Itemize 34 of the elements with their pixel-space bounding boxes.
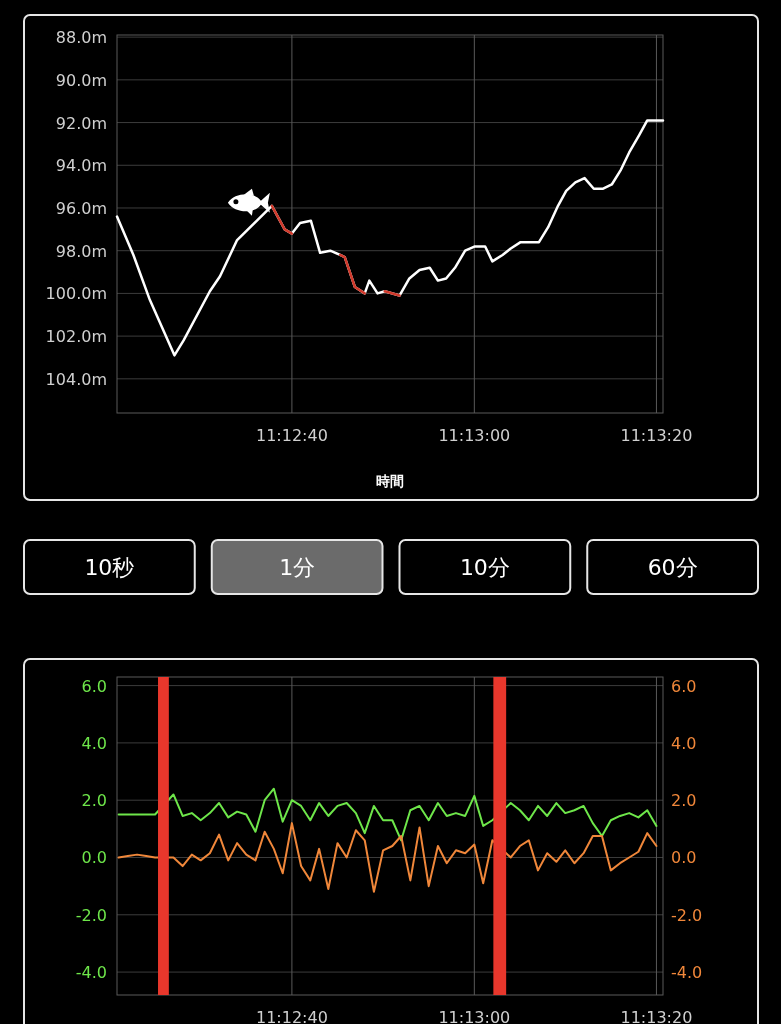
x-tick-label: 11:12:40 [255,426,328,445]
y-tick-label: 88.0m [55,28,107,48]
y-tick-label: 4.0 [81,733,107,753]
y-tick-label: 0.0 [81,848,107,868]
y-tick-label: 92.0m [55,113,107,133]
x-tick-label: 11:13:00 [438,1008,511,1024]
y-tick-label: -2.0 [75,905,107,925]
x-tick-label: 11:13:20 [620,426,693,445]
y-tick-label: 90.0m [55,70,107,90]
y-tick-label: 96.0m [55,198,107,218]
x-tick-label: 11:12:40 [255,1008,328,1024]
text: 1分 [279,555,316,580]
y-tick-label: 2.0 [81,791,107,811]
y-tick-label: 98.0m [55,241,107,261]
y2-tick-label: 4.0 [671,733,697,753]
y-tick-label: 104.0m [45,369,107,389]
x-tick-label: 11:13:20 [620,1008,693,1024]
y-tick-label: -4.0 [75,963,107,983]
y2-tick-label: 6.0 [671,676,697,696]
text: 10秒 [84,555,135,580]
y2-tick-label: -2.0 [671,905,703,925]
y-tick-label: 102.0m [45,327,107,347]
y2-tick-label: 2.0 [671,791,697,811]
y-tick-label: 6.0 [81,676,107,696]
text: 60分 [647,555,698,580]
line-series [117,822,658,893]
y2-tick-label: 0.0 [671,848,697,868]
y-tick-label: 94.0m [55,156,107,176]
y-tick-label: 100.0m [45,284,107,304]
text: 10分 [459,555,510,580]
y2-tick-label: -4.0 [671,963,703,983]
x-axis-title: 時間 [376,473,404,489]
line-series [117,787,658,842]
x-tick-label: 11:13:00 [438,426,511,445]
